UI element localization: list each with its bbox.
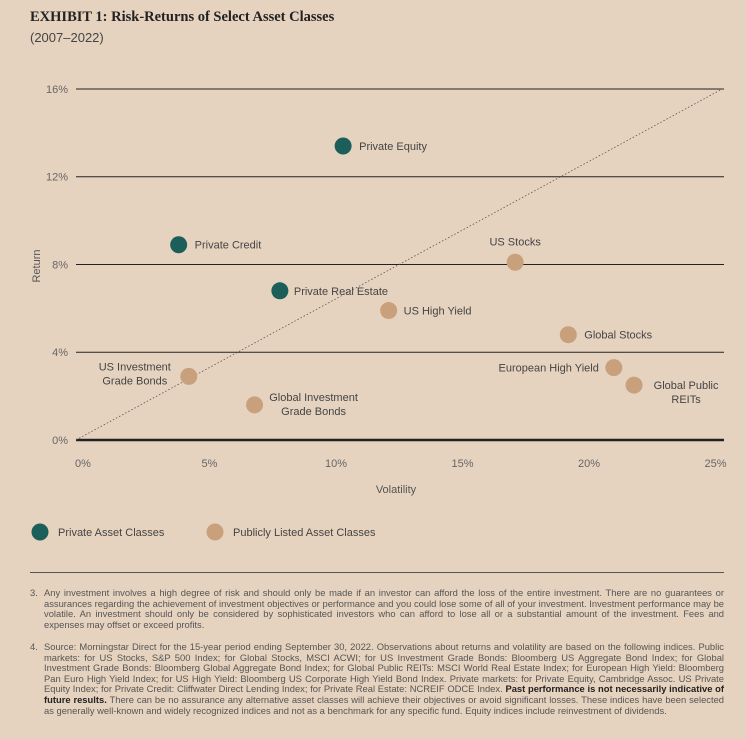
point-label: Global Public bbox=[654, 380, 719, 392]
legend-marker bbox=[206, 523, 224, 541]
data-point bbox=[271, 282, 289, 300]
y-axis-label: Return bbox=[31, 249, 43, 282]
y-tick-label: 4% bbox=[52, 347, 68, 359]
footnote-disclaimer-text: There can be no assurance any alternativ… bbox=[44, 693, 725, 716]
data-point bbox=[180, 367, 198, 385]
data-point bbox=[605, 359, 623, 377]
point-label: European High Yield bbox=[499, 363, 599, 375]
y-tick-label: 16% bbox=[46, 84, 68, 96]
point-label: Global Investment bbox=[269, 392, 358, 404]
footnote-text: Source: Morningstar Direct for the 15-ye… bbox=[44, 641, 725, 716]
point-label: Private Equity bbox=[359, 141, 427, 153]
data-point bbox=[559, 326, 577, 344]
data-point bbox=[625, 376, 643, 394]
legend-label: Publicly Listed Asset Classes bbox=[233, 527, 376, 539]
point-label: Grade Bonds bbox=[281, 406, 346, 418]
footnote-number: 4. bbox=[30, 641, 38, 652]
data-point bbox=[506, 253, 524, 271]
x-tick-label: 25% bbox=[704, 458, 726, 470]
y-tick-label: 8% bbox=[52, 259, 68, 271]
scatter-chart: 0% 4% 8% 12% 16% 0% 5% 10% 15% 20% 25% Volatility Re… bbox=[31, 84, 727, 541]
point-label: US Investment bbox=[99, 361, 171, 373]
x-tick-label: 10% bbox=[325, 458, 347, 470]
footnote-4: 4. Source: Morningstar Direct for the 15… bbox=[30, 641, 725, 716]
legend-marker bbox=[31, 523, 49, 541]
footnote-disclaimer-bold: Past performance is not necessarily indi… bbox=[44, 683, 724, 705]
data-point bbox=[334, 137, 352, 155]
x-tick-label: 20% bbox=[578, 458, 600, 470]
footnote-3: 3. Any investment involves a high degree… bbox=[30, 587, 724, 630]
data-point bbox=[246, 396, 264, 414]
point-label: Private Credit bbox=[195, 240, 262, 252]
footnote-number: 3. bbox=[30, 587, 38, 598]
point-label: US Stocks bbox=[489, 236, 541, 248]
x-axis-label: Volatility bbox=[376, 484, 417, 496]
point-label: REITs bbox=[671, 394, 701, 406]
point-label: Global Stocks bbox=[584, 330, 652, 342]
x-tick-label: 15% bbox=[451, 458, 473, 470]
data-point bbox=[380, 302, 398, 320]
y-tick-label: 0% bbox=[52, 435, 68, 447]
point-label: Private Real Estate bbox=[294, 286, 388, 298]
legend-label: Private Asset Classes bbox=[58, 527, 165, 539]
x-tick-label: 0% bbox=[75, 458, 91, 470]
chart-title: EXHIBIT 1: Risk-Returns of Select Asset … bbox=[30, 9, 335, 25]
x-tick-label: 5% bbox=[202, 458, 218, 470]
point-label: Grade Bonds bbox=[102, 375, 167, 387]
chart-subtitle: (2007–2022) bbox=[30, 30, 104, 45]
footnote-source-text: Source: Morningstar Direct for the 15-ye… bbox=[44, 641, 724, 695]
footnote-text: Any investment involves a high degree of… bbox=[44, 587, 724, 630]
point-label: US High Yield bbox=[404, 306, 472, 318]
data-point bbox=[170, 236, 188, 254]
divider bbox=[30, 572, 724, 573]
y-tick-label: 12% bbox=[46, 172, 68, 184]
